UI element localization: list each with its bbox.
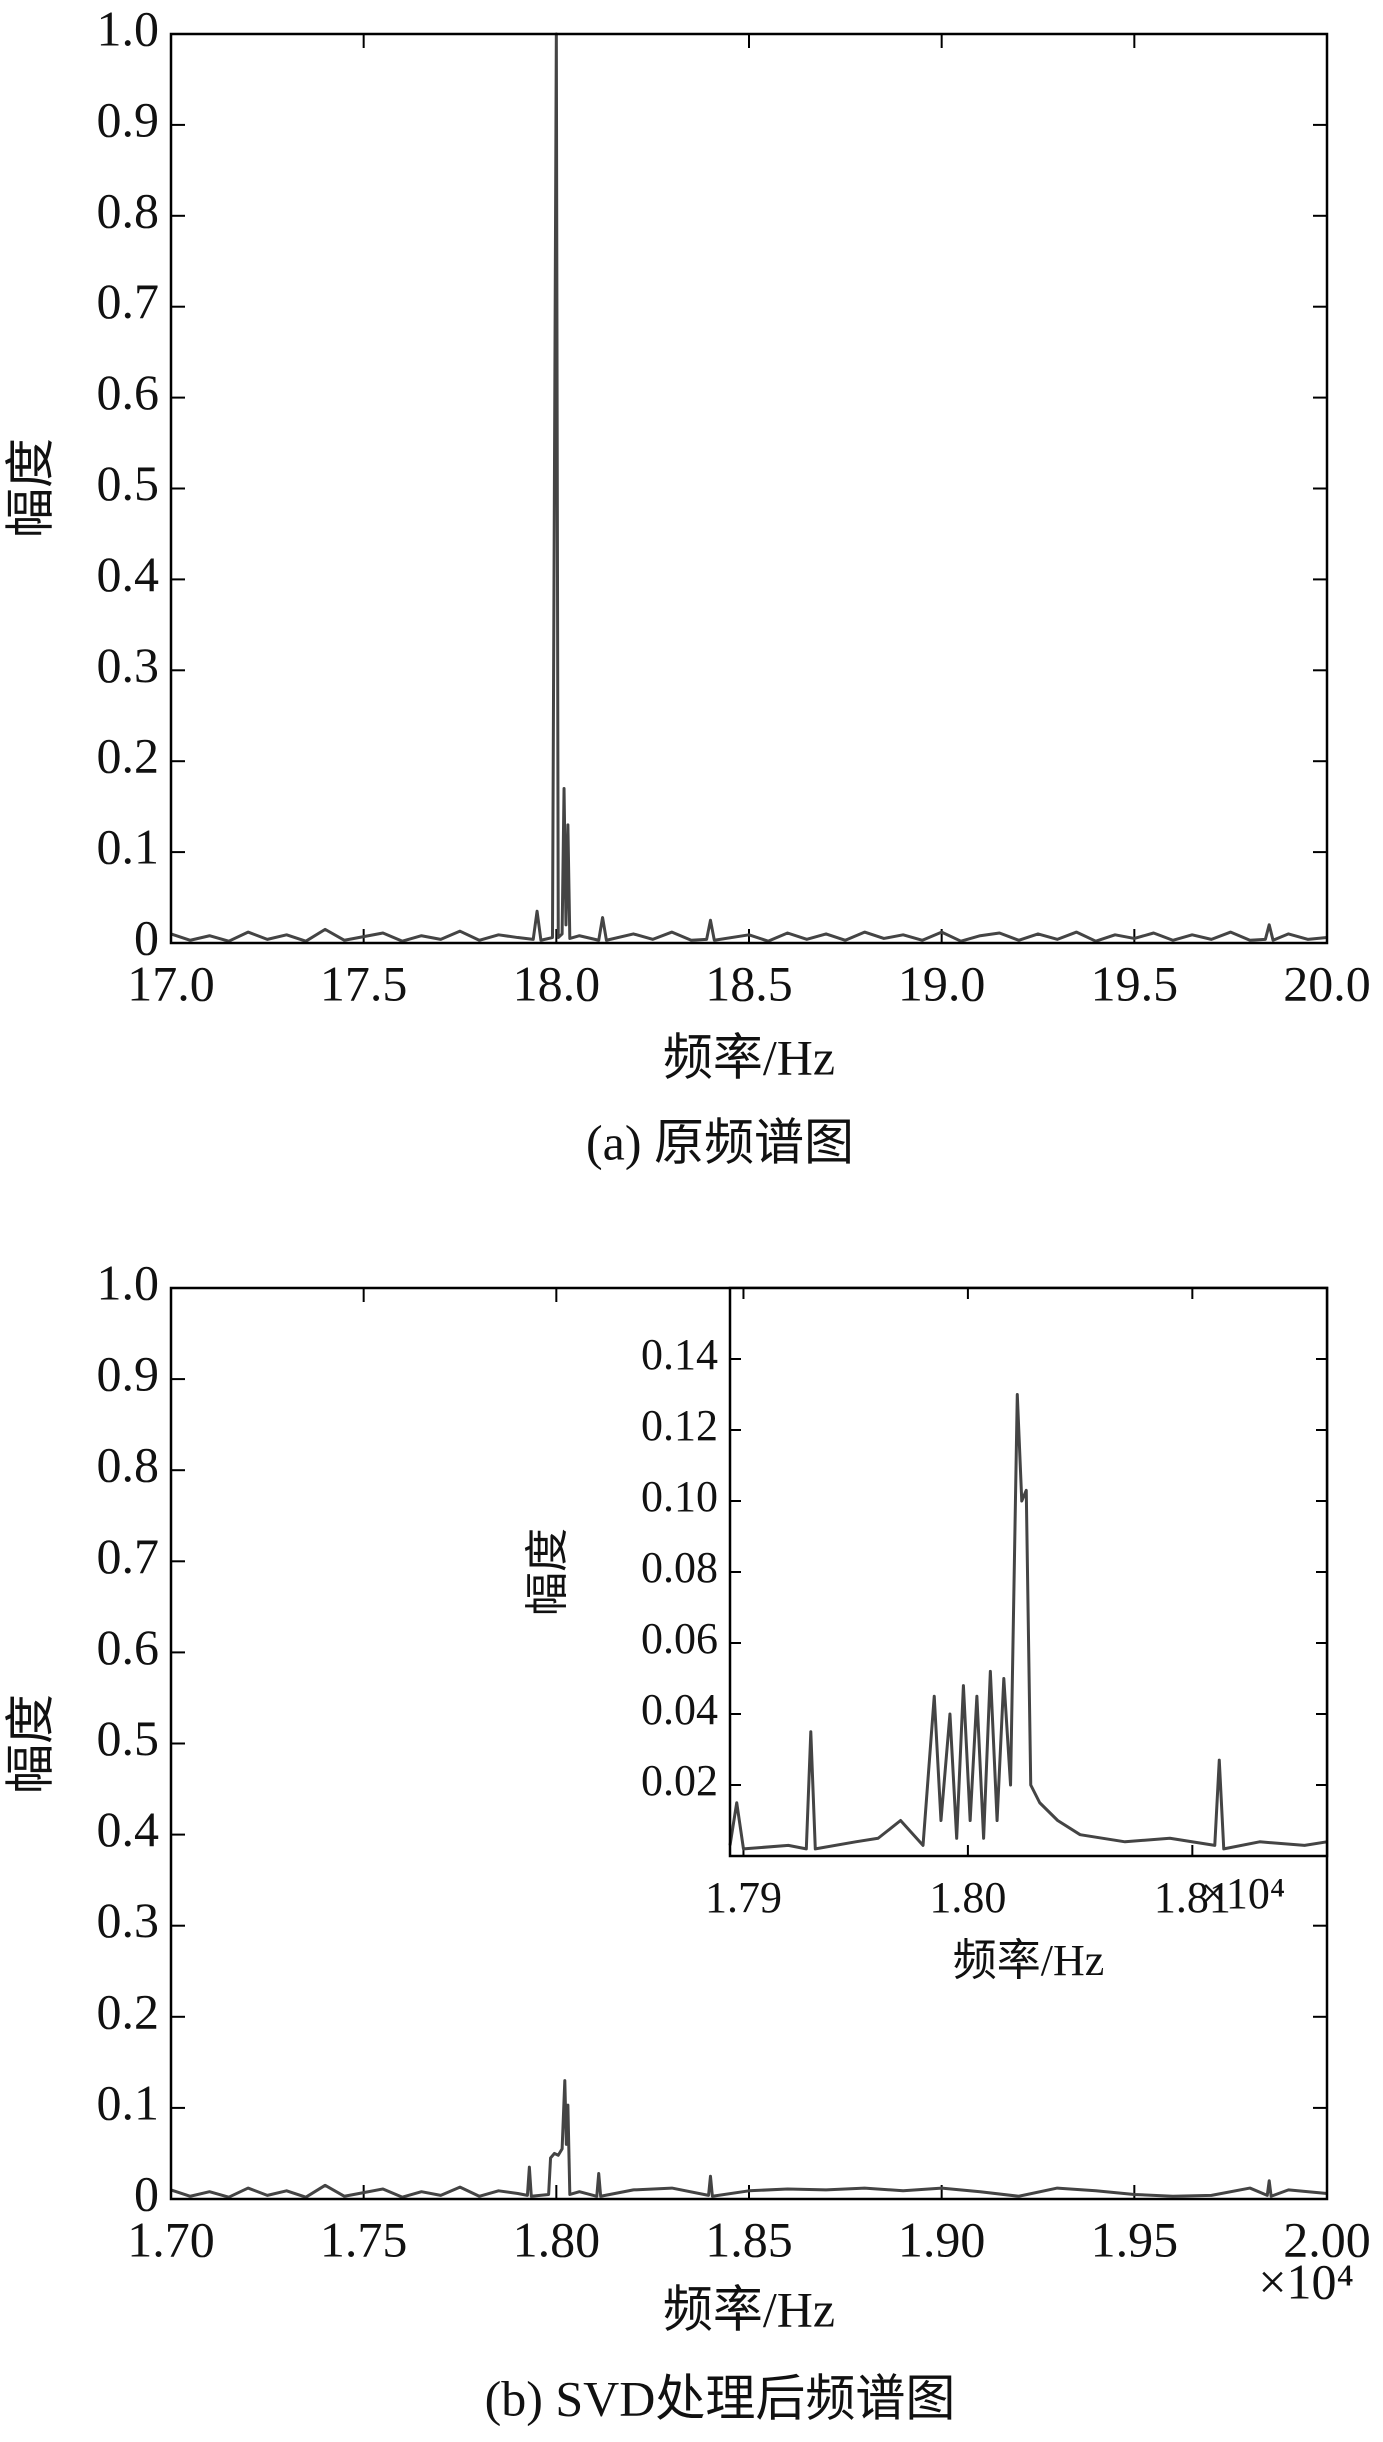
y-tick-label: 0.2 bbox=[97, 1983, 160, 2039]
y-tick-label: 0.02 bbox=[641, 1756, 718, 1805]
caption: (a) 原频谱图 bbox=[586, 1114, 854, 1170]
y-tick-label: 0.1 bbox=[97, 2074, 160, 2130]
y-tick-label: 1.0 bbox=[97, 0, 160, 56]
x-multiplier: ×10⁴ bbox=[1258, 2253, 1354, 2309]
x-tick-label: 19.0 bbox=[898, 955, 986, 1011]
x-tick-label: 18.0 bbox=[513, 955, 601, 1011]
y-tick-label: 0.7 bbox=[97, 1528, 160, 1584]
y-tick-label: 0 bbox=[134, 2165, 159, 2221]
y-tick-label: 0.2 bbox=[97, 728, 160, 784]
y-tick-label: 0.08 bbox=[641, 1543, 718, 1592]
caption: (b) SVD处理后频谱图 bbox=[485, 2370, 956, 2426]
x-multiplier: ×10⁴ bbox=[1201, 1869, 1285, 1918]
y-tick-label: 0.14 bbox=[641, 1330, 718, 1379]
y-tick-label: 0.06 bbox=[641, 1614, 718, 1663]
y-axis-label: 幅度 bbox=[2, 1694, 58, 1794]
x-tick-label: 2.00 bbox=[1283, 2211, 1371, 2267]
x-tick-label: 20.0 bbox=[1283, 955, 1371, 1011]
x-axis-label: 频率/Hz bbox=[953, 1936, 1105, 1985]
y-tick-label: 0.3 bbox=[97, 1892, 160, 1948]
y-tick-label: 0.5 bbox=[97, 1710, 160, 1766]
y-tick-label: 0.9 bbox=[97, 1346, 160, 1402]
spectrum-line bbox=[170, 32, 1328, 943]
y-tick-label: 0.8 bbox=[97, 1437, 160, 1493]
y-tick-label: 0.4 bbox=[97, 1801, 160, 1857]
y-tick-label: 0.12 bbox=[641, 1401, 718, 1450]
x-tick-label: 1.95 bbox=[1091, 2211, 1179, 2267]
y-tick-label: 0.7 bbox=[97, 273, 160, 329]
x-tick-label: 18.5 bbox=[705, 955, 793, 1011]
spectrum-line bbox=[728, 1393, 1328, 1851]
x-tick-label: 17.5 bbox=[320, 955, 408, 1011]
y-axis-label: 幅度 bbox=[523, 1528, 572, 1616]
y-tick-label: 0 bbox=[134, 909, 159, 965]
y-tick-label: 1.0 bbox=[97, 1254, 160, 1310]
x-tick-label: 17.0 bbox=[127, 955, 215, 1011]
y-tick-label: 0.10 bbox=[641, 1472, 718, 1521]
x-axis-label: 频率/Hz bbox=[663, 2281, 835, 2337]
plot-frame bbox=[169, 32, 1329, 945]
y-tick-label: 0.6 bbox=[97, 1619, 160, 1675]
y-tick-label: 0.5 bbox=[97, 455, 160, 511]
plot-frame bbox=[728, 1286, 1329, 1858]
x-axis-label: 频率/Hz bbox=[663, 1029, 835, 1085]
y-tick-label: 0.9 bbox=[97, 91, 160, 147]
y-tick-label: 0.8 bbox=[97, 182, 160, 238]
x-tick-label: 1.81 bbox=[1154, 1873, 1231, 1922]
y-axis-label: 幅度 bbox=[2, 438, 58, 538]
x-tick-label: 1.80 bbox=[513, 2211, 601, 2267]
x-tick-label: 1.90 bbox=[898, 2211, 986, 2267]
y-tick-label: 0.3 bbox=[97, 637, 160, 693]
x-tick-label: 1.79 bbox=[705, 1873, 782, 1922]
x-tick-label: 1.80 bbox=[929, 1873, 1006, 1922]
x-tick-label: 1.85 bbox=[705, 2211, 793, 2267]
spectrum-line bbox=[170, 2079, 1328, 2199]
y-tick-label: 0.1 bbox=[97, 819, 160, 875]
x-tick-label: 1.70 bbox=[127, 2211, 215, 2267]
y-tick-label: 0.04 bbox=[641, 1685, 718, 1734]
x-tick-label: 19.5 bbox=[1091, 955, 1179, 1011]
y-tick-label: 0.4 bbox=[97, 546, 160, 602]
y-tick-label: 0.6 bbox=[97, 364, 160, 420]
x-tick-label: 1.75 bbox=[320, 2211, 408, 2267]
